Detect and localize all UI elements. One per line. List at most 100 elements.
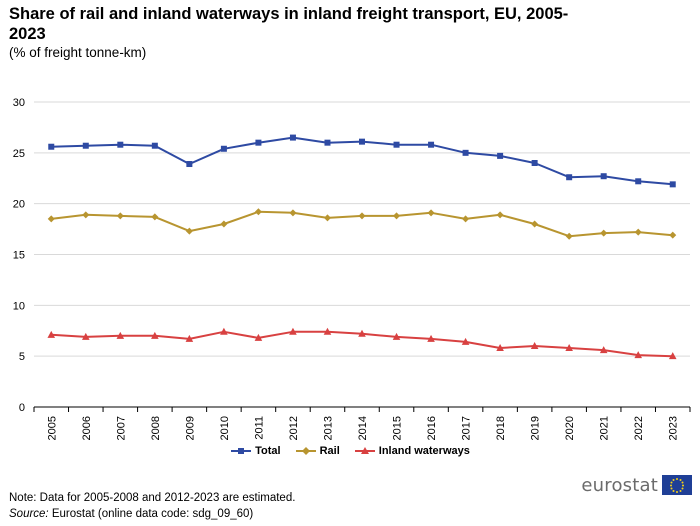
chart-title: Share of rail and inland waterways in in… xyxy=(9,5,569,43)
data-point-rail xyxy=(116,212,124,220)
x-tick-label: 2020 xyxy=(564,416,576,440)
data-point-total xyxy=(48,143,55,150)
data-point-rail xyxy=(220,220,228,228)
gridlines xyxy=(34,101,690,357)
legend-label-rail: Rail xyxy=(319,445,340,457)
y-tick-label: 30 xyxy=(13,97,25,109)
x-tick-label: 2015 xyxy=(392,416,404,440)
data-point-inland xyxy=(323,327,332,335)
y-tick-label: 0 xyxy=(19,402,25,414)
series-lines xyxy=(47,134,677,360)
y-tick-label: 15 xyxy=(13,250,25,262)
y-tick-label: 25 xyxy=(13,148,25,160)
data-point-total xyxy=(220,145,227,152)
x-tick-label: 2011 xyxy=(253,416,265,440)
data-point-rail xyxy=(600,229,608,237)
line-chart: 0 5 10 15 20 25 30 2005 2006 2007 2008 2009 2010 201… xyxy=(13,97,691,440)
data-point-rail xyxy=(393,212,401,220)
data-point-inland xyxy=(254,333,263,341)
x-tick-label: 2009 xyxy=(184,416,196,440)
data-point-total xyxy=(289,134,296,141)
data-point-inland xyxy=(565,344,573,352)
legend-item-rail: Rail xyxy=(295,445,340,457)
data-point-rail xyxy=(82,211,90,219)
source-text: Eurostat (online data code: sdg_09_60) xyxy=(48,508,254,520)
data-point-inland xyxy=(599,346,608,354)
data-point-rail xyxy=(634,228,642,236)
data-point-total xyxy=(359,138,365,145)
y-axis: 0 5 10 15 20 25 30 xyxy=(13,97,25,414)
y-tick-label: 20 xyxy=(13,199,25,211)
data-point-total xyxy=(324,139,331,146)
x-tick-label: 2019 xyxy=(530,416,542,440)
data-point-inland xyxy=(530,342,539,349)
data-point-total xyxy=(531,160,538,166)
data-point-total xyxy=(635,178,642,185)
x-tick-label: 2007 xyxy=(115,416,127,440)
x-tick-label: 2012 xyxy=(288,416,300,440)
x-tick-label: 2022 xyxy=(633,416,645,440)
x-tick-label: 2017 xyxy=(461,416,473,440)
legend-label-inland: Inland waterways xyxy=(378,445,470,457)
data-point-inland xyxy=(668,352,677,360)
logo-text: eurostat xyxy=(581,474,658,496)
legend-item-total: Total xyxy=(230,445,281,457)
data-point-rail xyxy=(47,215,55,223)
legend-total-swatch xyxy=(231,448,252,454)
data-point-rail xyxy=(462,215,470,223)
eu-flag-icon xyxy=(662,475,692,495)
legend-inland-swatch xyxy=(354,447,375,454)
data-point-rail xyxy=(531,220,539,228)
data-point-inland xyxy=(392,332,401,340)
data-point-rail xyxy=(496,211,504,219)
data-point-inland xyxy=(81,332,90,340)
x-tick-label: 2016 xyxy=(426,416,438,440)
data-point-inland xyxy=(289,327,297,335)
data-point-total xyxy=(600,173,607,180)
chart-subtitle: (% of freight tonne-km) xyxy=(9,45,147,60)
legend-item-inland: Inland waterways xyxy=(354,445,470,457)
x-axis: 2005 2006 2007 2008 2009 2010 2011 2012 2013 2014… xyxy=(33,406,691,440)
data-point-rail xyxy=(254,208,262,216)
data-point-total xyxy=(393,141,400,148)
legend-rail-swatch xyxy=(295,447,316,455)
x-tick-label: 2014 xyxy=(357,416,369,440)
data-point-inland xyxy=(427,334,435,342)
data-point-total xyxy=(151,142,158,149)
y-tick-label: 10 xyxy=(13,300,25,312)
data-point-inland xyxy=(151,331,159,339)
x-tick-label: 2013 xyxy=(322,416,334,440)
data-point-inland xyxy=(634,351,643,359)
data-point-inland xyxy=(116,331,125,339)
data-point-rail xyxy=(151,213,159,221)
source-line: Source: Eurostat (online data code: sdg_… xyxy=(9,508,253,520)
data-point-inland xyxy=(47,330,56,338)
data-point-total xyxy=(462,149,469,156)
x-tick-label: 2005 xyxy=(46,416,58,440)
x-tick-label: 2021 xyxy=(599,416,611,440)
x-tick-label: 2006 xyxy=(81,416,93,440)
data-point-total xyxy=(186,161,193,168)
data-point-rail xyxy=(427,209,435,217)
x-tick-label: 2023 xyxy=(668,416,680,440)
data-point-total xyxy=(497,152,504,159)
legend: Total Rail Inland waterways xyxy=(0,445,700,457)
data-point-inland xyxy=(461,337,470,345)
eurostat-logo: eurostat xyxy=(581,474,692,496)
legend-label-total: Total xyxy=(255,445,281,457)
data-point-inland xyxy=(496,344,504,352)
y-tick-label: 5 xyxy=(19,351,25,363)
data-point-rail xyxy=(323,214,331,222)
x-tick-label: 2018 xyxy=(495,416,507,440)
data-point-rail xyxy=(185,227,193,235)
data-point-total xyxy=(82,142,89,149)
footnote: Note: Data for 2005-2008 and 2012-2023 a… xyxy=(9,492,296,504)
data-point-total xyxy=(566,174,573,181)
data-point-rail xyxy=(669,231,677,239)
source-label: Source: xyxy=(9,508,49,520)
data-point-rail xyxy=(565,232,573,240)
data-point-inland xyxy=(185,334,194,342)
data-point-rail xyxy=(358,212,366,220)
x-tick-label: 2008 xyxy=(150,416,162,440)
data-point-rail xyxy=(289,209,297,217)
